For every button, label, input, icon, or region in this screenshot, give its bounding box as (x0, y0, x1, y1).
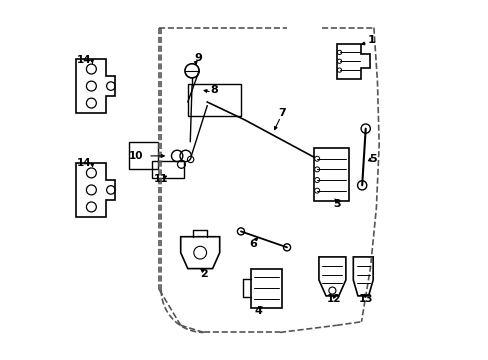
Text: 6: 6 (249, 239, 257, 249)
Text: 14: 14 (77, 55, 91, 65)
Text: 5: 5 (368, 154, 376, 165)
Text: 3: 3 (333, 199, 341, 209)
Text: 4: 4 (253, 306, 262, 316)
Circle shape (314, 167, 319, 172)
Text: 14: 14 (77, 158, 91, 168)
Circle shape (314, 177, 319, 183)
Text: 8: 8 (210, 85, 218, 95)
Text: 7: 7 (278, 108, 285, 118)
Text: 10: 10 (128, 151, 142, 161)
Text: 9: 9 (194, 53, 202, 63)
Circle shape (314, 156, 319, 161)
Text: 13: 13 (358, 294, 372, 304)
Text: 2: 2 (200, 269, 207, 279)
Text: 1: 1 (367, 35, 374, 45)
Text: 11: 11 (154, 174, 168, 184)
Text: 12: 12 (326, 294, 340, 304)
Circle shape (314, 188, 319, 193)
